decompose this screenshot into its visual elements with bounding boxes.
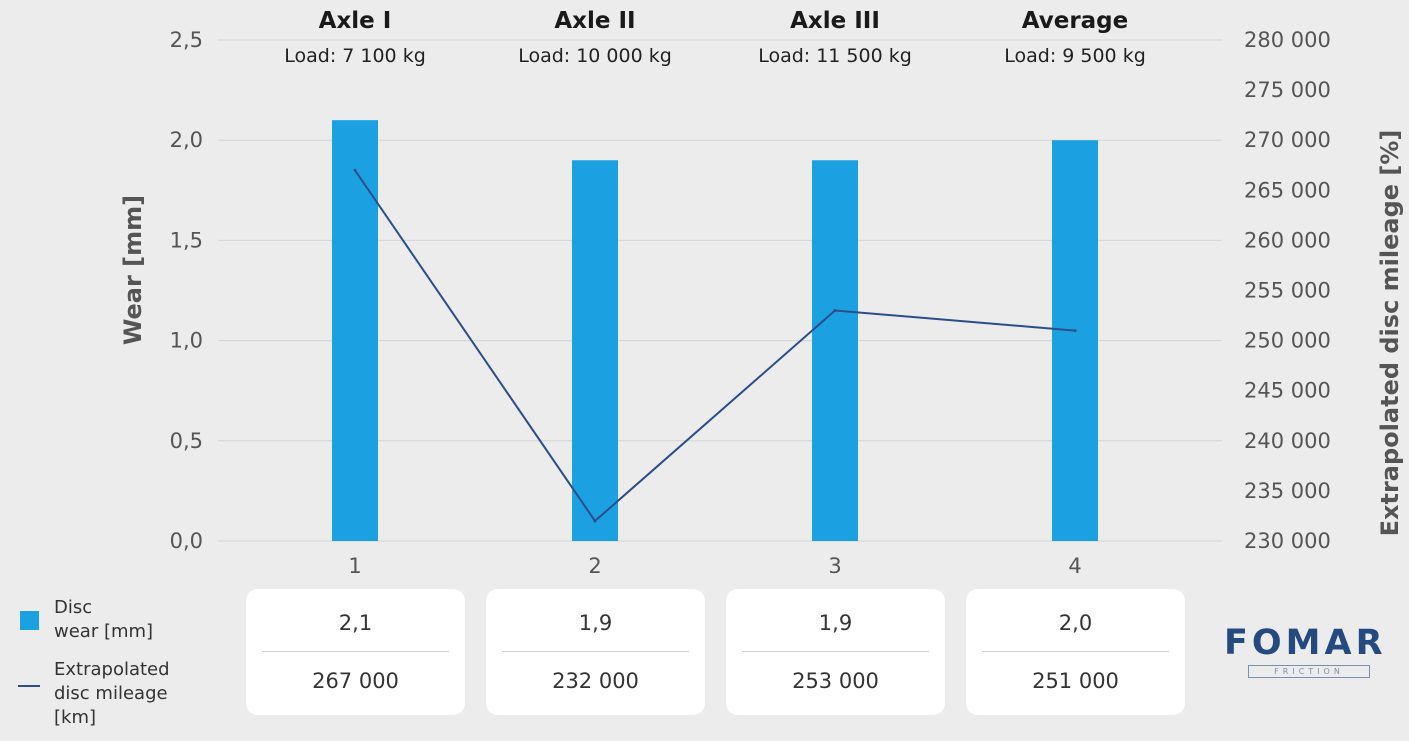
fomar-logo: FOMAR FRICTION — [1224, 625, 1394, 678]
x-tick-label: 4 — [1068, 554, 1081, 578]
y-tick-label-left: 1,0 — [170, 329, 203, 353]
mileage-value: 267 000 — [312, 669, 399, 693]
wear-value: 1,9 — [818, 611, 853, 635]
value-card-4: 2,0 251 000 — [966, 589, 1185, 715]
y-tick-label-right: 275 000 — [1244, 78, 1331, 102]
legend-line-label: Extrapolated disc mileage [km] — [54, 659, 170, 728]
logo-tagline: FRICTION — [1248, 665, 1370, 678]
wear-bar — [1052, 140, 1098, 541]
value-card-2: 1,9 232 000 — [486, 589, 705, 715]
y-tick-label-right: 245 000 — [1244, 379, 1331, 403]
y-axis-title-left: Wear [mm] — [119, 195, 147, 345]
group-load: Load: 7 100 kg — [284, 45, 426, 67]
wear-value: 2,0 — [1058, 611, 1093, 635]
y-tick-label-right: 235 000 — [1244, 479, 1331, 503]
y-axis-title-right: Extrapolated disc mileage [%] — [1376, 130, 1404, 537]
legend-line-swatch — [18, 685, 40, 687]
mileage-series-line — [354, 169, 1076, 523]
mileage-point — [1073, 329, 1077, 333]
mileage-point — [353, 168, 357, 172]
mileage-point — [833, 309, 837, 313]
group-title: Axle III — [790, 8, 880, 34]
y-tick-label-left: 0,0 — [170, 529, 203, 553]
value-card-3: 1,9 253 000 — [726, 589, 945, 715]
group-load: Load: 11 500 kg — [758, 45, 912, 67]
logo-wordmark: FOMAR — [1224, 623, 1387, 663]
group-title: Axle II — [554, 8, 635, 34]
y-tick-label-right: 250 000 — [1244, 329, 1331, 353]
x-tick-label: 3 — [828, 554, 841, 578]
legend-bar-swatch — [20, 611, 39, 630]
group-title: Axle I — [319, 8, 392, 34]
card-divider — [262, 651, 449, 652]
group-load: Load: 9 500 kg — [1004, 45, 1146, 67]
x-axis-ticks: 1 2 3 4 — [348, 554, 1081, 578]
legend-bar-label: Disc wear [mm] — [54, 597, 154, 642]
y-tick-label-right: 240 000 — [1244, 429, 1331, 453]
mileage-point — [593, 519, 597, 523]
y-tick-label-right: 270 000 — [1244, 128, 1331, 152]
combo-chart: 0,0 0,5 1,0 1,5 2,0 2,5 230 000 235 000 240 000… — [119, 8, 1404, 578]
group-headers: Axle I Load: 7 100 kg Axle II Load: 10 000 … — [284, 8, 1146, 67]
y-tick-label-left: 1,5 — [170, 228, 203, 252]
wear-bar — [332, 120, 378, 541]
y-tick-label-right: 260 000 — [1244, 228, 1331, 252]
mileage-value: 251 000 — [1032, 669, 1119, 693]
wear-value: 1,9 — [578, 611, 613, 635]
y-tick-label-right: 280 000 — [1244, 28, 1331, 52]
y-tick-label-right: 230 000 — [1244, 529, 1331, 553]
wear-value: 2,1 — [338, 611, 373, 635]
y-tick-label-left: 2,0 — [170, 128, 203, 152]
card-divider — [502, 651, 689, 652]
mileage-value: 232 000 — [552, 669, 639, 693]
y-tick-label-right: 265 000 — [1244, 178, 1331, 202]
x-tick-label: 2 — [588, 554, 601, 578]
mileage-value: 253 000 — [792, 669, 879, 693]
group-load: Load: 10 000 kg — [518, 45, 672, 67]
x-tick-label: 1 — [348, 554, 361, 578]
group-title: Average — [1022, 8, 1129, 34]
y-tick-label-right: 255 000 — [1244, 279, 1331, 303]
y-tick-label-left: 0,5 — [170, 429, 203, 453]
card-divider — [742, 651, 929, 652]
wear-bar — [572, 160, 618, 542]
right-axis-ticks: 230 000 235 000 240 000 245 000 250 000 255 0… — [1244, 28, 1331, 553]
value-card-1: 2,1 267 000 — [246, 589, 465, 715]
left-axis-ticks: 0,0 0,5 1,0 1,5 2,0 2,5 — [170, 28, 203, 553]
mileage-line — [353, 168, 1077, 523]
card-divider — [982, 651, 1169, 652]
y-tick-label-left: 2,5 — [170, 28, 203, 52]
wear-bar — [812, 160, 858, 542]
wear-bars — [332, 120, 1098, 542]
